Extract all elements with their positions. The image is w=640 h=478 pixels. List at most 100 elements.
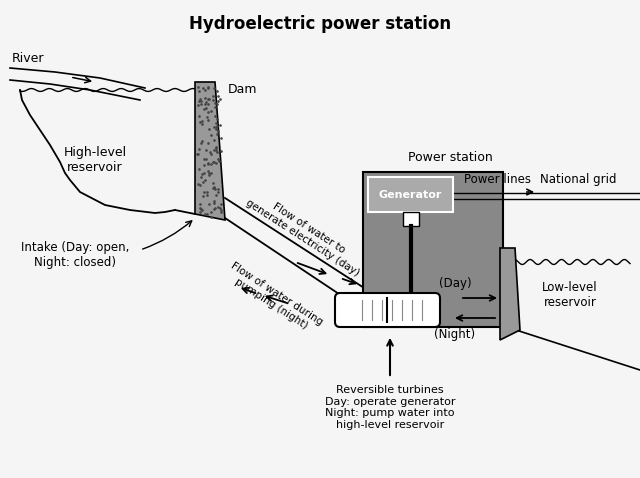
Point	[206, 131, 216, 139]
Point	[208, 184, 218, 192]
Point	[209, 112, 220, 120]
Text: High-level
reservoir: High-level reservoir	[63, 146, 127, 174]
Point	[196, 117, 207, 124]
Point	[212, 155, 223, 163]
Polygon shape	[195, 82, 225, 220]
Text: Dam: Dam	[228, 83, 257, 96]
Point	[201, 104, 211, 111]
Point	[198, 84, 208, 92]
Point	[196, 98, 206, 105]
Point	[206, 150, 216, 158]
Point	[200, 100, 211, 108]
Point	[195, 95, 205, 103]
Point	[193, 151, 204, 158]
Point	[205, 209, 216, 217]
Text: National grid: National grid	[540, 173, 616, 186]
Point	[211, 144, 221, 152]
Point	[195, 208, 205, 216]
Text: Power station: Power station	[408, 151, 493, 164]
Point	[209, 103, 220, 111]
Polygon shape	[363, 172, 503, 327]
Point	[214, 121, 225, 129]
Point	[203, 108, 213, 115]
Point	[198, 192, 208, 199]
Point	[212, 185, 223, 193]
Point	[204, 96, 214, 103]
Text: Flow of water during
pumping (night): Flow of water during pumping (night)	[223, 261, 324, 337]
Point	[210, 99, 220, 107]
Point	[194, 112, 204, 120]
Point	[203, 116, 213, 124]
FancyBboxPatch shape	[368, 177, 453, 212]
Point	[211, 122, 221, 130]
Point	[197, 120, 207, 128]
Point	[209, 185, 219, 192]
Text: Generator: Generator	[379, 189, 442, 199]
Point	[207, 92, 218, 100]
FancyBboxPatch shape	[403, 212, 419, 226]
Point	[193, 101, 204, 109]
Point	[194, 98, 204, 105]
Point	[197, 206, 207, 213]
Point	[204, 149, 214, 156]
Point	[201, 146, 211, 154]
Point	[196, 171, 207, 178]
Point	[216, 208, 227, 216]
Point	[206, 161, 216, 168]
Point	[211, 159, 221, 166]
Point	[196, 174, 206, 181]
Point	[203, 84, 213, 91]
Point	[212, 127, 223, 135]
Text: Low-level
reservoir: Low-level reservoir	[542, 281, 598, 309]
Point	[195, 200, 205, 207]
Point	[196, 205, 207, 213]
Point	[213, 92, 223, 100]
Point	[206, 107, 216, 115]
Point	[211, 191, 221, 199]
Point	[211, 125, 221, 133]
Text: Hydroelectric power station: Hydroelectric power station	[189, 15, 451, 33]
Text: Flow of water to
generate electricity (day): Flow of water to generate electricity (d…	[244, 188, 367, 278]
Point	[214, 157, 225, 165]
Point	[211, 143, 221, 151]
Point	[202, 188, 212, 196]
Point	[216, 134, 226, 141]
Point	[210, 204, 220, 212]
Point	[201, 98, 211, 106]
Text: Intake (Day: open,
Night: closed): Intake (Day: open, Night: closed)	[21, 241, 129, 269]
Text: (Night): (Night)	[435, 328, 476, 341]
Point	[209, 184, 219, 191]
Point	[196, 100, 206, 108]
Point	[199, 105, 209, 113]
Point	[200, 94, 210, 101]
Point	[193, 83, 203, 91]
Point	[195, 119, 205, 126]
Point	[216, 200, 227, 208]
Point	[204, 100, 214, 108]
Point	[201, 155, 211, 163]
Point	[213, 98, 223, 105]
Point	[195, 165, 205, 173]
Point	[212, 100, 222, 108]
Point	[208, 159, 218, 166]
Point	[211, 120, 221, 127]
Point	[209, 137, 220, 144]
Polygon shape	[500, 248, 520, 340]
Point	[209, 206, 219, 213]
Point	[207, 96, 218, 103]
Point	[205, 169, 216, 177]
Point	[193, 145, 204, 153]
Point	[193, 181, 203, 188]
Point	[203, 85, 213, 92]
Point	[203, 168, 213, 175]
Point	[203, 160, 213, 167]
Point	[210, 185, 220, 193]
Point	[197, 137, 207, 144]
Point	[209, 200, 219, 207]
Point	[202, 210, 212, 218]
Point	[212, 130, 222, 138]
Point	[211, 87, 221, 95]
Text: River: River	[12, 52, 45, 65]
Point	[211, 123, 221, 131]
Text: Power lines: Power lines	[464, 173, 531, 186]
